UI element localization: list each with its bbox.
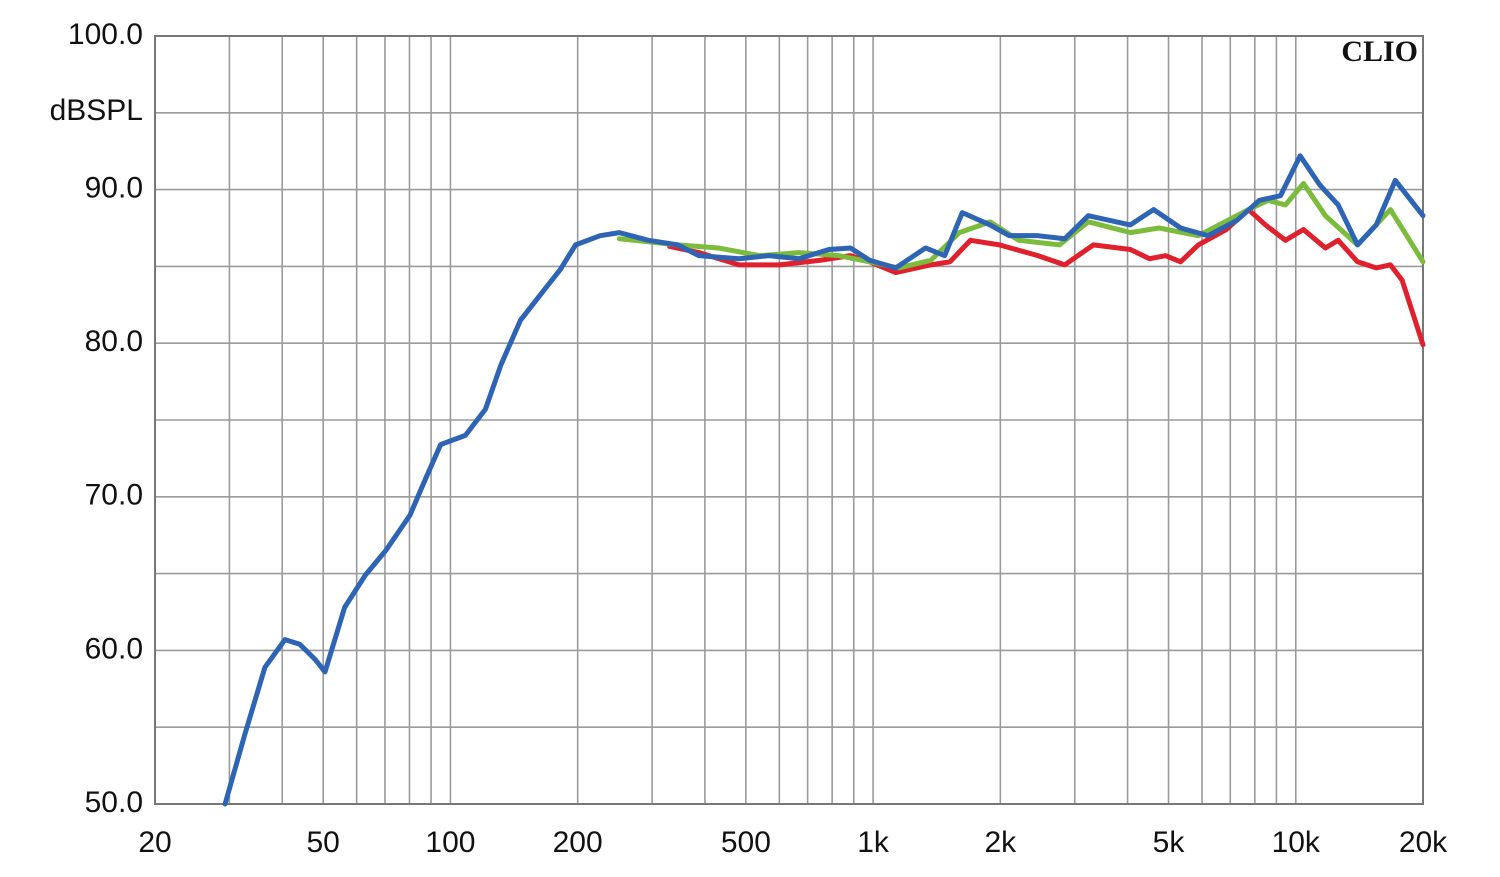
y-tick-label: 50.0 bbox=[85, 786, 143, 819]
x-tick-label: 1k bbox=[857, 826, 890, 859]
y-tick-label: 60.0 bbox=[85, 632, 143, 665]
series-line bbox=[616, 180, 1426, 271]
x-tick-label: 10k bbox=[1272, 826, 1321, 859]
y-tick-label: 90.0 bbox=[85, 172, 143, 205]
x-tick-label: 500 bbox=[721, 826, 771, 859]
x-tick-label: 200 bbox=[553, 826, 603, 859]
y-axis-label: dBSPL bbox=[50, 94, 143, 127]
x-tick-label: 100 bbox=[425, 826, 475, 859]
x-tick-label: 2k bbox=[984, 826, 1017, 859]
x-tick-label: 20k bbox=[1399, 826, 1448, 859]
x-tick-label: 20 bbox=[138, 826, 171, 859]
x-tick-label: 50 bbox=[307, 826, 340, 859]
series-line bbox=[667, 207, 1426, 348]
annotation: CLIO bbox=[1341, 35, 1418, 68]
x-tick-label: 5k bbox=[1153, 826, 1186, 859]
series-line bbox=[222, 153, 1426, 807]
plot-frame bbox=[154, 35, 1424, 805]
y-tick-label: 70.0 bbox=[85, 479, 143, 512]
y-tick-label: 80.0 bbox=[85, 325, 143, 358]
y-tick-label: 100.0 bbox=[68, 18, 143, 51]
